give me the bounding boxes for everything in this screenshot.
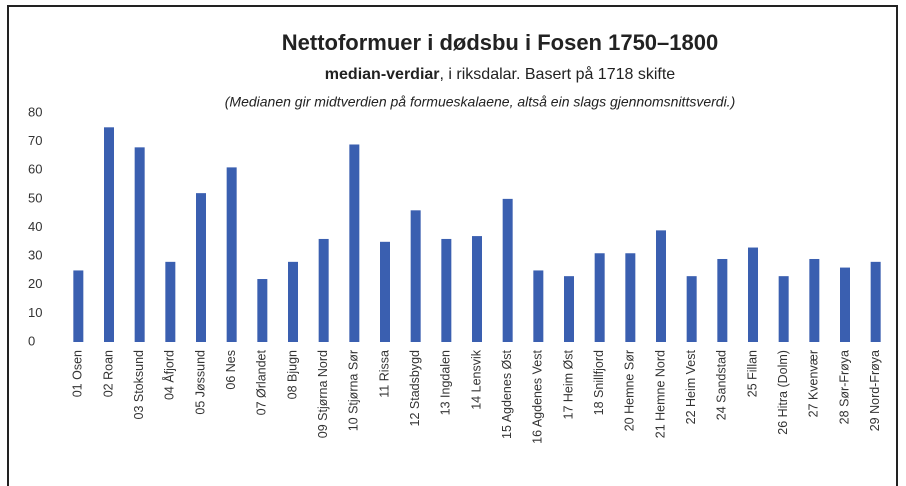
- chart-frame: [7, 5, 898, 486]
- bar: [809, 258, 820, 342]
- y-tick-label: 20: [28, 276, 42, 291]
- bar: [840, 267, 850, 342]
- x-tick-label: 05 Jøssund: [193, 350, 207, 415]
- bar: [410, 210, 421, 342]
- y-tick-label: 60: [28, 162, 42, 177]
- bar: [717, 258, 728, 342]
- y-tick-label: 80: [28, 104, 42, 119]
- x-tick-label: 15 Agdenes Øst: [500, 349, 514, 438]
- x-tick-label: 26 Hitra (Dolm): [776, 350, 790, 435]
- bar: [472, 236, 482, 342]
- bar: [318, 238, 329, 342]
- x-tick-label: 17 Heim Øst: [561, 349, 575, 419]
- bar: [288, 261, 298, 342]
- x-tick-label: 13 Ingdalen: [439, 350, 453, 415]
- y-tick-label: 50: [28, 190, 42, 205]
- x-tick-label: 16 Agdenes Vest: [531, 349, 545, 443]
- bar: [165, 261, 176, 342]
- bar: [73, 270, 84, 342]
- x-tick-label: 22 Heim Vest: [684, 349, 698, 424]
- x-tick-label: 18 Snillfjord: [592, 350, 606, 415]
- x-tick-label: 01 Osen: [71, 350, 85, 397]
- bar: [686, 276, 697, 342]
- bar: [594, 253, 605, 342]
- chart-subtitle: median-verdiar, i riksdalar. Basert på 1…: [325, 65, 675, 83]
- chart-note: (Medianen gir midtverdien på formueskala…: [225, 94, 735, 110]
- y-tick-label: 40: [28, 219, 42, 234]
- x-tick-label: 12 Stadsbygd: [408, 350, 422, 426]
- x-tick-label: 10 Stjørna Sør: [347, 350, 361, 431]
- bar: [134, 147, 145, 342]
- y-tick-label: 0: [28, 333, 35, 348]
- x-tick-label: 02 Roan: [101, 350, 115, 397]
- x-tick-label: 14 Lensvik: [469, 349, 483, 410]
- bar: [625, 253, 636, 342]
- bar: [533, 270, 544, 342]
- bar: [226, 167, 237, 342]
- bar: [196, 193, 206, 342]
- x-tick-label: 07 Ørlandet: [255, 349, 269, 415]
- bar: [441, 238, 452, 342]
- bar: [380, 241, 390, 342]
- x-tick-label: 09 Stjørna Nord: [316, 350, 330, 438]
- x-tick-label: 20 Hemne Sør: [623, 350, 637, 431]
- x-tick-label: 29 Nord-Frøya: [868, 350, 882, 431]
- subtitle-rest: , i riksdalar. Basert på 1718 skifte: [440, 65, 676, 83]
- x-tick-label: 25 Fillan: [745, 350, 759, 397]
- bar: [349, 144, 360, 342]
- x-tick-label: 08 Bjugn: [285, 350, 299, 399]
- x-tick-label: 24 Sandstad: [715, 350, 729, 420]
- bar: [564, 276, 574, 342]
- chart-title: Nettoformuer i dødsbu i Fosen 1750–1800: [282, 30, 718, 55]
- x-tick-label: 11 Rissa: [377, 350, 391, 398]
- bar: [502, 198, 513, 342]
- bar: [104, 127, 114, 342]
- x-tick-label: 06 Nes: [224, 350, 238, 390]
- bar: [778, 276, 789, 342]
- y-tick-label: 70: [28, 133, 42, 148]
- bar: [870, 261, 881, 342]
- x-tick-label: 03 Stoksund: [132, 350, 146, 420]
- bar: [656, 230, 666, 342]
- y-tick-label: 30: [28, 248, 42, 263]
- x-tick-label: 28 Sør-Frøya: [837, 350, 851, 424]
- subtitle-bold: median-verdiar: [325, 66, 440, 83]
- y-tick-label: 10: [28, 305, 42, 320]
- x-tick-label: 27 Kvenvær: [807, 350, 821, 417]
- bar: [257, 279, 268, 342]
- x-tick-label: 04 Åfjord: [162, 350, 177, 400]
- x-tick-label: 21 Hemne Nord: [653, 350, 667, 438]
- bar: [748, 247, 758, 342]
